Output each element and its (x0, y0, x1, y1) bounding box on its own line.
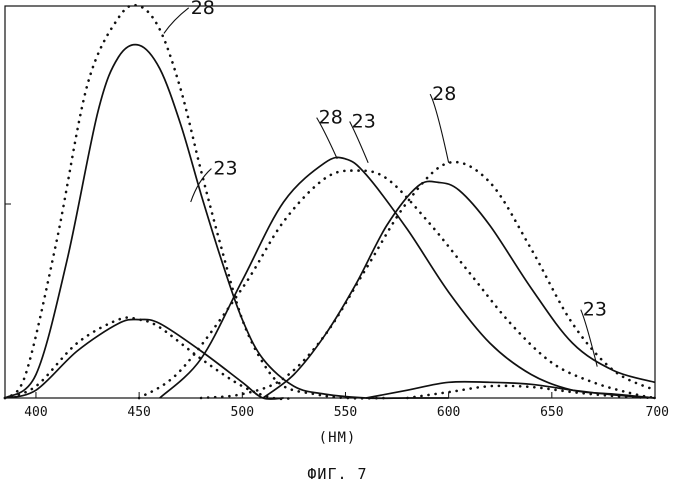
x-axis-label: (НМ) (0, 430, 675, 446)
plot-frame (5, 6, 655, 398)
dotted-curve-4 (5, 318, 294, 399)
x-tick-label-600: 600 (437, 405, 460, 420)
annotation-label-5: 28 (432, 83, 456, 105)
x-tick-label-500: 500 (231, 405, 254, 420)
annotation-label-3: 28 (319, 107, 343, 129)
annotation-leader-1 (164, 8, 189, 34)
solid-curve-5 (160, 157, 655, 398)
solid-curve-1 (5, 45, 449, 399)
x-tick-label-650: 650 (540, 405, 563, 420)
x-tick-label-550: 550 (334, 405, 357, 420)
x-tick-label-450: 450 (127, 405, 150, 420)
annotation-label-4: 23 (352, 111, 376, 133)
dotted-curve-8 (201, 162, 655, 398)
annotation-label-1: 28 (191, 0, 215, 19)
annotations-group: 28 23 28 23 28 23 (164, 0, 607, 367)
annotation-label-6: 23 (583, 299, 607, 321)
figure-caption: ФИГ. 7 (0, 465, 675, 483)
x-tick-label-700: 700 (646, 405, 669, 420)
dotted-curve-10 (407, 386, 655, 398)
dotted-curve-6 (139, 171, 655, 398)
solid-curve-7 (263, 181, 655, 398)
series-group (5, 5, 655, 399)
x-tick-label-400: 400 (24, 405, 47, 420)
annotation-label-2: 23 (213, 158, 237, 180)
solid-curve-3 (5, 319, 284, 399)
dotted-curve-2 (5, 5, 387, 398)
